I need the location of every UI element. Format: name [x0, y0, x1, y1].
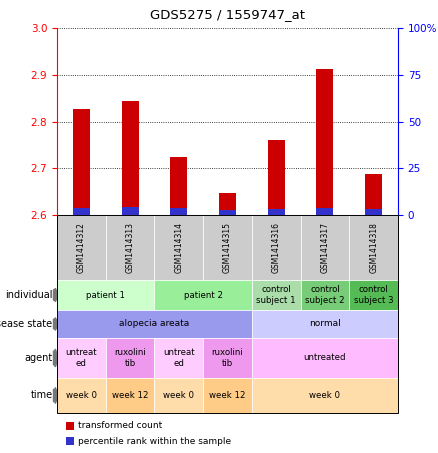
Bar [268, 140, 285, 215]
Text: ruxolini
tib: ruxolini tib [114, 348, 146, 368]
Text: week 12: week 12 [209, 391, 246, 400]
Bar [73, 109, 90, 215]
Text: control
subject 1: control subject 1 [256, 285, 296, 305]
Text: GSM1414316: GSM1414316 [272, 222, 281, 273]
Text: patient 1: patient 1 [86, 290, 125, 299]
Text: transformed count: transformed count [78, 421, 162, 430]
Text: patient 2: patient 2 [184, 290, 223, 299]
Bar [316, 69, 333, 215]
Text: GDS5275 / 1559747_at: GDS5275 / 1559747_at [150, 8, 305, 21]
Text: control
subject 2: control subject 2 [305, 285, 345, 305]
Bar [73, 208, 90, 215]
Text: time: time [31, 390, 53, 400]
Text: percentile rank within the sample: percentile rank within the sample [78, 437, 231, 445]
Text: GSM1414317: GSM1414317 [321, 222, 329, 273]
Text: untreat
ed: untreat ed [66, 348, 97, 368]
Text: individual: individual [5, 290, 53, 300]
Bar [365, 209, 382, 215]
Text: GSM1414314: GSM1414314 [174, 222, 183, 273]
Bar [219, 210, 236, 215]
Bar [365, 174, 382, 215]
Bar [122, 207, 138, 215]
Bar [219, 193, 236, 215]
Text: agent: agent [25, 353, 53, 363]
Text: alopecia areata: alopecia areata [119, 319, 190, 328]
Text: control
subject 3: control subject 3 [354, 285, 393, 305]
Text: untreat
ed: untreat ed [163, 348, 194, 368]
Bar [170, 207, 187, 215]
Text: GSM1414312: GSM1414312 [77, 222, 86, 273]
Text: week 0: week 0 [163, 391, 194, 400]
Text: GSM1414313: GSM1414313 [126, 222, 134, 273]
Text: week 0: week 0 [66, 391, 97, 400]
Bar [122, 101, 138, 215]
Text: week 12: week 12 [112, 391, 148, 400]
Bar [268, 209, 285, 215]
Bar [316, 208, 333, 215]
Text: GSM1414315: GSM1414315 [223, 222, 232, 273]
Text: disease state: disease state [0, 319, 53, 329]
Text: GSM1414318: GSM1414318 [369, 222, 378, 273]
Bar [170, 157, 187, 215]
Text: normal: normal [309, 319, 341, 328]
Text: week 0: week 0 [309, 391, 340, 400]
Text: untreated: untreated [304, 353, 346, 362]
Text: ruxolini
tib: ruxolini tib [212, 348, 244, 368]
